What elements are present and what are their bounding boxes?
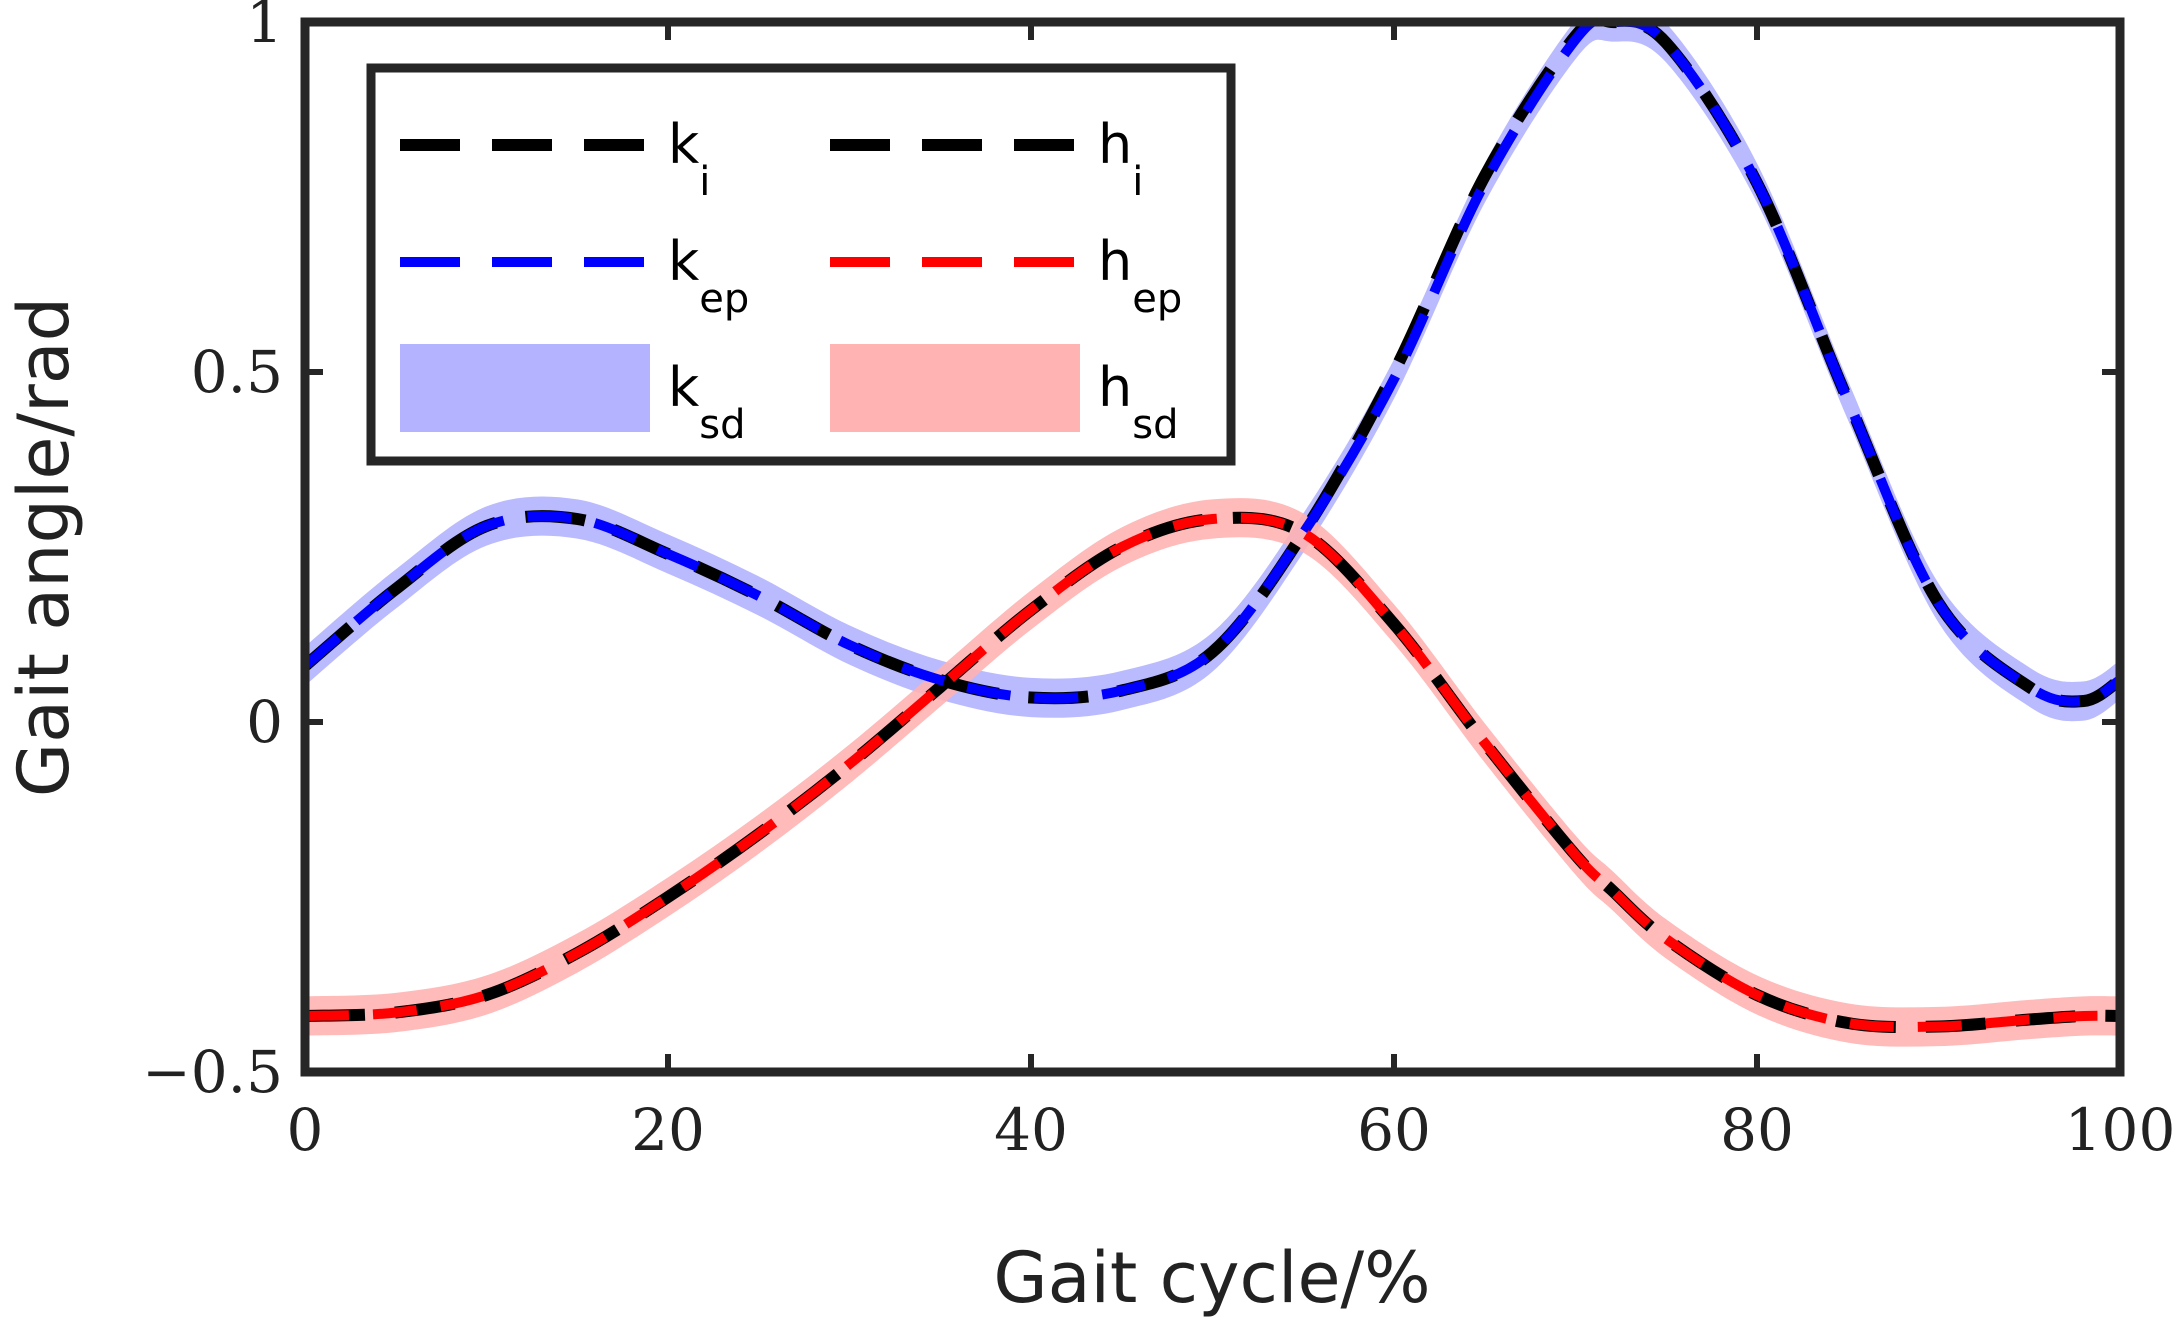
legend-swatch-h-sd <box>830 344 1080 432</box>
y-axis-label: Gait angle/rad <box>3 297 85 797</box>
y-tick-label: 0.5 <box>191 338 283 406</box>
legend-swatch-k-sd <box>400 344 650 432</box>
y-tick-label: −0.5 <box>142 1038 283 1106</box>
y-tick-label: 0 <box>246 688 283 756</box>
tick-labels: 0 20 40 60 80 100−0.500.51 <box>142 0 2175 1164</box>
line-h-i <box>305 511 2120 1034</box>
line-h-ep <box>305 512 2120 1033</box>
x-tick-label: 100 <box>2065 1096 2176 1164</box>
y-tick-label: 1 <box>246 0 283 56</box>
line-k-ep <box>305 22 2120 707</box>
x-axis-label: Gait cycle/% <box>993 1237 1430 1319</box>
x-tick-label: 80 <box>1720 1096 1794 1164</box>
x-tick-label: 20 <box>631 1096 705 1164</box>
x-tick-label: 60 <box>1357 1096 1431 1164</box>
plot-frame <box>300 17 2125 1077</box>
series-lines <box>305 22 2120 1034</box>
x-tick-label: 0 <box>287 1096 324 1164</box>
x-tick-label: 40 <box>994 1096 1068 1164</box>
